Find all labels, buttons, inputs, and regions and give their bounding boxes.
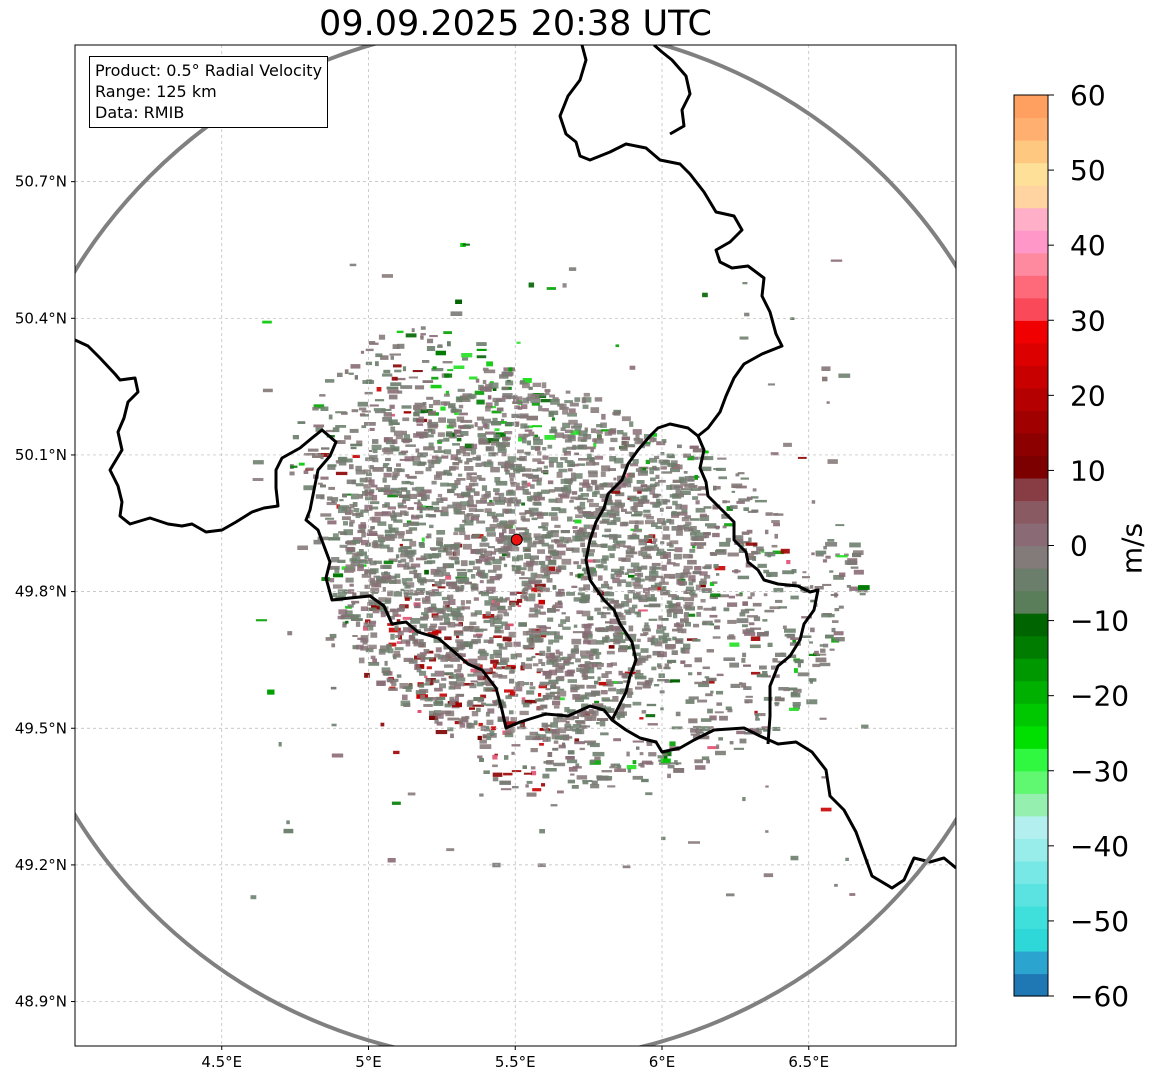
colorbar-swatch: [1014, 365, 1048, 389]
colorbar-swatch: [1014, 275, 1048, 299]
colorbar-swatch: [1014, 568, 1048, 592]
colorbar-swatch: [1014, 117, 1048, 141]
lon-tick-label: 5.5°E: [495, 1053, 536, 1071]
lat-tick-label: 49.8°N: [15, 583, 67, 601]
colorbar-swatch: [1014, 703, 1048, 727]
colorbar-swatch: [1014, 928, 1048, 952]
colorbar-swatch: [1014, 973, 1048, 997]
radar-echoes: [250, 242, 870, 900]
colorbar-unit-label: m/s: [1115, 522, 1149, 575]
border-line: [75, 338, 956, 890]
colorbar-swatch: [1014, 613, 1048, 637]
range-line: Range: 125 km: [95, 82, 217, 101]
radar-site-marker: [510, 533, 523, 546]
colorbar-swatch: [1014, 590, 1048, 614]
colorbar-tick-label: 60: [1070, 79, 1106, 112]
lat-tick-label: 50.7°N: [15, 173, 67, 191]
graticule: [75, 45, 956, 1046]
colorbar-swatch: [1014, 185, 1048, 209]
colorbar-swatch: [1014, 297, 1048, 321]
colorbar-swatch: [1014, 95, 1048, 119]
colorbar-swatch: [1014, 883, 1048, 907]
colorbar-swatch: [1014, 545, 1048, 569]
colorbar-swatch: [1014, 162, 1048, 186]
colorbar-swatch: [1014, 860, 1048, 884]
border-line: [558, 45, 784, 721]
colorbar-tick-label: −20: [1070, 680, 1129, 713]
border-line: [696, 435, 820, 745]
product-line: Product: 0.5° Radial Velocity: [95, 61, 323, 80]
colorbar-swatch: [1014, 500, 1048, 524]
colorbar-swatch: [1014, 522, 1048, 547]
colorbar-swatch: [1014, 342, 1048, 366]
colorbar-swatch: [1014, 410, 1048, 434]
colorbar-swatch: [1014, 320, 1048, 344]
colorbar-swatch: [1014, 455, 1048, 479]
colorbar-swatch: [1014, 658, 1048, 682]
colorbar-swatch: [1014, 252, 1048, 276]
colorbar-swatch: [1014, 748, 1048, 772]
lat-tick-label: 48.9°N: [15, 993, 67, 1011]
colorbar-tick-label: 40: [1070, 229, 1106, 262]
colorbar-swatch: [1014, 387, 1048, 411]
lat-tick-label: 50.1°N: [15, 446, 67, 464]
colorbar-tick-label: 0: [1070, 530, 1088, 563]
colorbar-tick-label: −60: [1070, 980, 1129, 1013]
colorbar-swatch: [1014, 207, 1048, 231]
colorbar-tick-label: 30: [1070, 304, 1106, 337]
colorbar-swatch: [1014, 793, 1048, 817]
colorbar-swatch: [1014, 815, 1048, 839]
latitude-ticks: 50.7°N 50.4°N 50.1°N 49.8°N 49.5°N 49.2°N 48.9…: [15, 173, 75, 1011]
colorbar-swatch: [1014, 950, 1048, 975]
product-info-box: Product: 0.5° Radial Velocity Range: 125…: [89, 56, 329, 128]
lon-tick-label: 5°E: [355, 1053, 382, 1071]
lat-tick-label: 49.2°N: [15, 856, 67, 874]
colorbar-swatch: [1014, 635, 1048, 659]
lon-tick-label: 6°E: [649, 1053, 676, 1071]
lat-tick-label: 49.5°N: [15, 719, 67, 737]
country-borders: [75, 45, 956, 890]
colorbar-swatch: [1014, 140, 1048, 164]
border-line: [653, 45, 692, 136]
colorbar-tick-label: −10: [1070, 605, 1129, 638]
colorbar-tick-label: −50: [1070, 905, 1129, 938]
colorbar-tick-label: −30: [1070, 755, 1129, 788]
lon-tick-label: 4.5°E: [201, 1053, 242, 1071]
longitude-ticks: 4.5°E 5°E 5.5°E 6°E 6.5°E: [201, 1046, 829, 1071]
data-source-line: Data: RMIB: [95, 103, 185, 122]
colorbar-swatch: [1014, 838, 1048, 862]
map-area: [75, 45, 956, 1046]
colorbar-tick-label: −40: [1070, 830, 1129, 863]
figure-title: 09.09.2025 20:38 UTC: [319, 4, 712, 44]
colorbar-swatch: [1014, 477, 1048, 502]
colorbar-swatch: [1014, 905, 1048, 930]
colorbar-tick-label: 10: [1070, 454, 1106, 487]
colorbar-tick-label: 50: [1070, 154, 1106, 187]
colorbar-swatch: [1014, 680, 1048, 704]
colorbar: 60 50 40 30 20 10 0 −10 −20 −30 −40 −50 −60: [1013, 79, 1129, 1013]
lon-tick-label: 6.5°E: [788, 1053, 829, 1071]
colorbar-swatch: [1014, 725, 1048, 749]
lat-tick-label: 50.4°N: [15, 309, 67, 327]
colorbar-swatch: [1014, 230, 1048, 254]
colorbar-swatch: [1014, 770, 1048, 794]
colorbar-tick-label: 20: [1070, 379, 1106, 412]
colorbar-swatch: [1014, 432, 1048, 457]
